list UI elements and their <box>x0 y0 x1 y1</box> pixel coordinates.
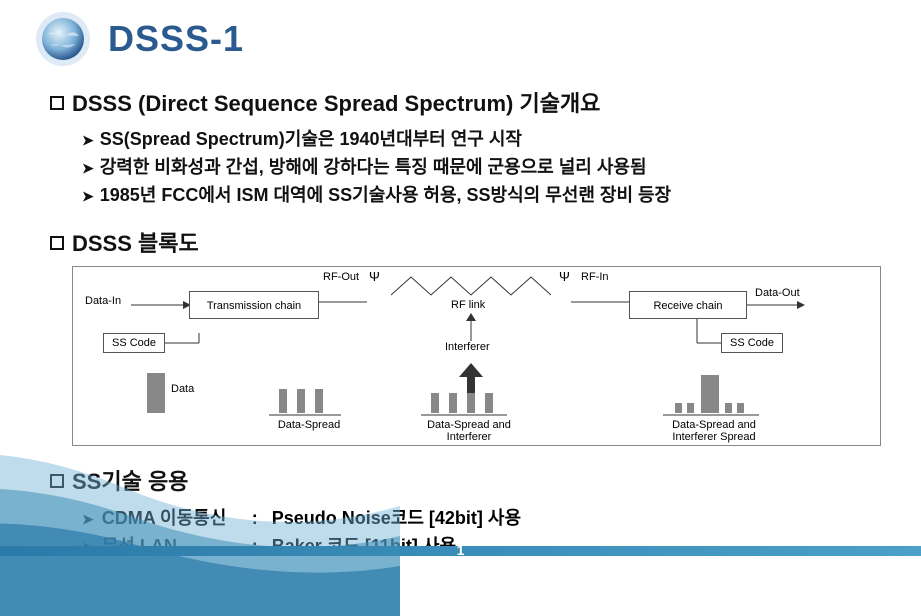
diagram-bar <box>279 389 287 413</box>
section3-heading: SS기술 응용 <box>50 464 881 496</box>
diagram-bar <box>485 393 493 413</box>
diagram-bar <box>297 389 305 413</box>
rf-link-icon <box>391 273 551 301</box>
diagram-caption-rx: Data-Spread and Interferer Spread <box>659 419 769 443</box>
diagram-box-rx: Receive chain <box>629 291 747 319</box>
section1-bullets: SS(Spread Spectrum)기술은 1940년대부터 연구 시작 강력… <box>50 126 881 210</box>
diagram-bar <box>737 403 744 413</box>
globe-icon <box>34 10 92 68</box>
slide-header: DSSS-1 <box>0 10 921 68</box>
section2-heading-text: DSSS 블록도 <box>72 231 199 256</box>
diagram-bar <box>431 393 439 413</box>
diagram-bar <box>675 403 682 413</box>
diagram-label-data-out: Data-Out <box>755 287 800 299</box>
diagram-label-data-in: Data-In <box>85 295 121 307</box>
diagram-box-sscode-left: SS Code <box>103 333 165 353</box>
section3-heading-text: SS기술 응용 <box>72 469 188 494</box>
dsss-block-diagram: Data-In Transmission chain SS Code Data … <box>72 266 881 446</box>
diagram-bar <box>725 403 732 413</box>
diagram-label-data: Data <box>171 383 194 395</box>
square-bullet-icon <box>50 96 64 110</box>
diagram-label-rf-link: RF link <box>451 299 485 311</box>
section1-heading-text: DSSS (Direct Sequence Spread Spectrum) 기… <box>72 91 600 116</box>
app-label: CDMA 이동통신 <box>102 504 252 533</box>
diagram-label-rf-out: RF-Out <box>323 271 359 283</box>
diagram-bar <box>701 375 719 413</box>
page-number: 1 <box>457 544 465 556</box>
diagram-bar <box>315 389 323 413</box>
bullet-item: SS(Spread Spectrum)기술은 1940년대부터 연구 시작 <box>82 126 881 154</box>
section2-heading: DSSS 블록도 <box>50 226 881 258</box>
colon: : <box>252 504 272 533</box>
diagram-box-sscode-right: SS Code <box>721 333 783 353</box>
diagram-bar <box>449 393 457 413</box>
antenna-icon: Ψ <box>369 269 380 284</box>
antenna-icon: Ψ <box>559 269 570 284</box>
diagram-caption-data-spread: Data-Spread <box>269 419 349 431</box>
slide: DSSS-1 DSSS (Direct Sequence Spread Spec… <box>0 0 921 556</box>
diagram-label-rf-in: RF-In <box>581 271 609 283</box>
app-row: CDMA 이동통신 : Pseudo Noise코드 [42bit] 사용 <box>82 504 881 533</box>
diagram-caption-data-spread-interferer: Data-Spread and Interferer <box>419 419 519 443</box>
diagram-bar <box>687 403 694 413</box>
slide-content: DSSS (Direct Sequence Spread Spectrum) 기… <box>0 86 921 561</box>
diagram-box-tx: Transmission chain <box>189 291 319 319</box>
diagram-label-interferer: Interferer <box>445 341 490 353</box>
bullet-item: 1985년 FCC에서 ISM 대역에 SS기술사용 허용, SS방식의 무선랜… <box>82 182 881 210</box>
slide-title: DSSS-1 <box>108 18 244 60</box>
diagram-bar-data <box>147 373 165 413</box>
bullet-item: 강력한 비화성과 간섭, 방해에 강하다는 특징 때문에 군용으로 널리 사용됨 <box>82 154 881 182</box>
square-bullet-icon <box>50 474 64 488</box>
diagram-bar <box>467 393 475 413</box>
interferer-arrow-icon <box>459 363 483 397</box>
app-value: Pseudo Noise코드 [42bit] 사용 <box>272 504 521 533</box>
section1-heading: DSSS (Direct Sequence Spread Spectrum) 기… <box>50 86 881 118</box>
square-bullet-icon <box>50 236 64 250</box>
